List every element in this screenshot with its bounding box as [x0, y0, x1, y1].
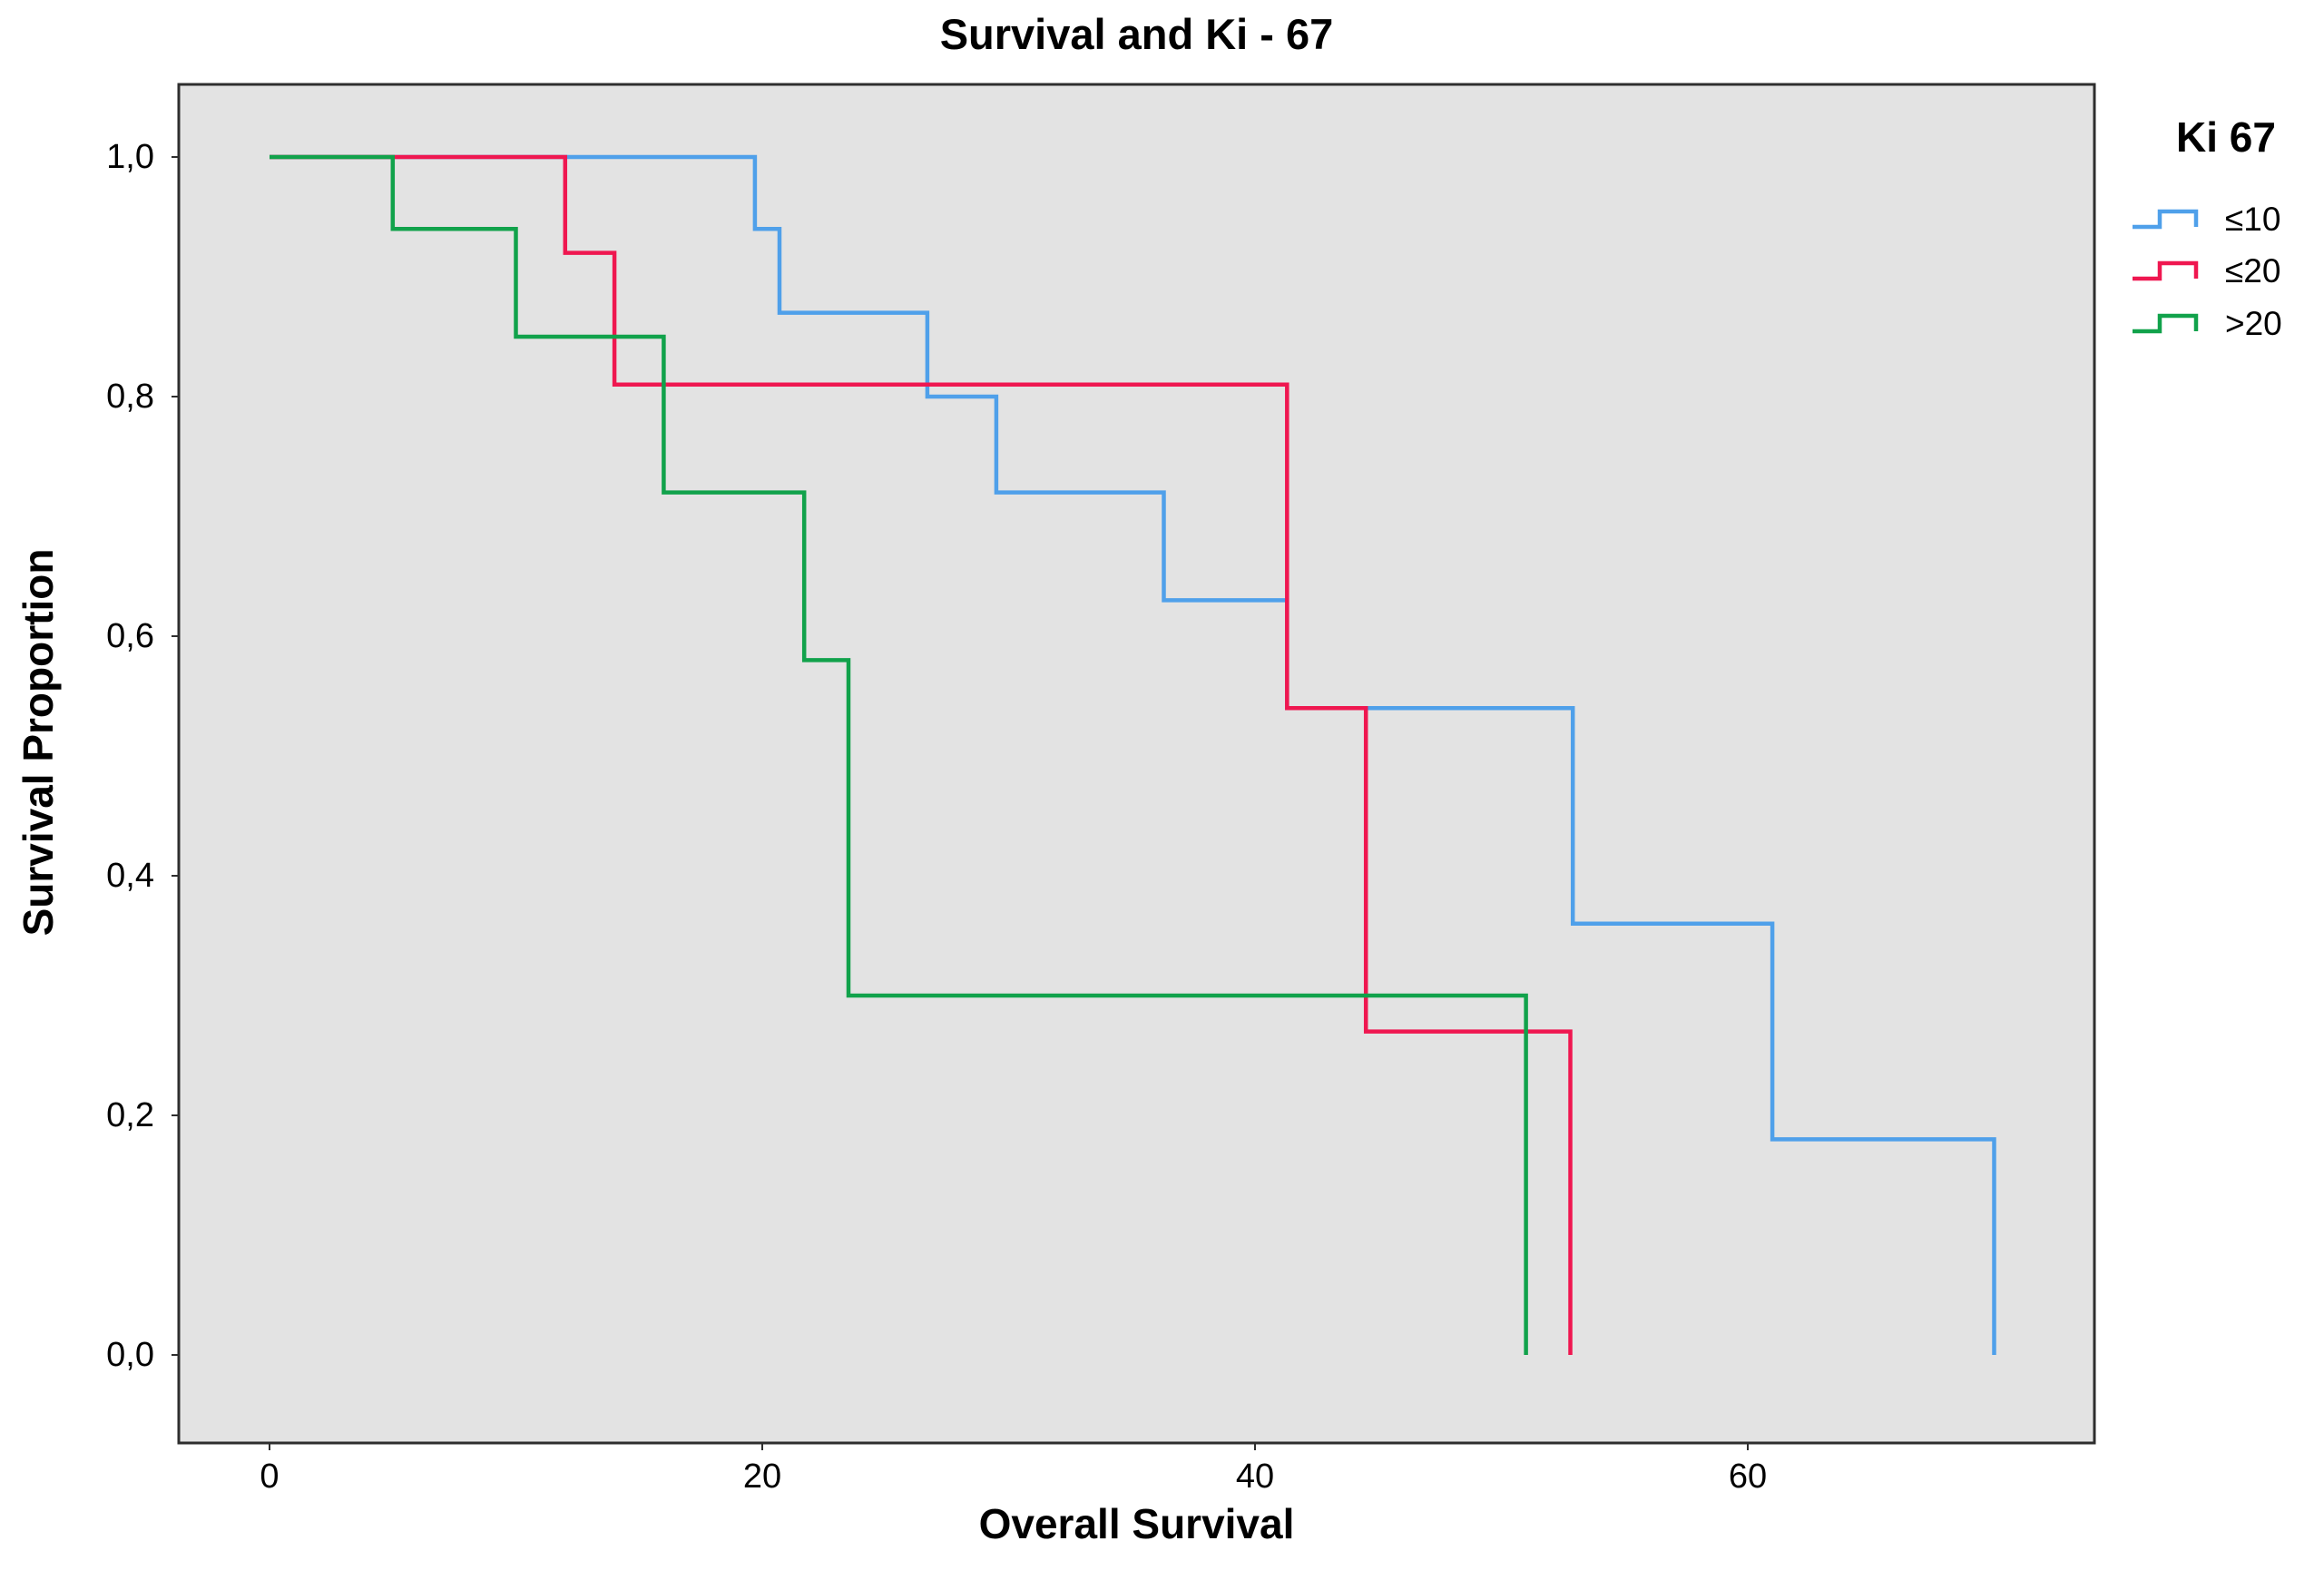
plot-area [179, 84, 2094, 1443]
survival-curve-le10 [270, 154, 1996, 1355]
survival-curve-le20 [270, 154, 1573, 1355]
x-tick-label-40: 40 [1235, 1458, 1275, 1496]
chart-title: Survival and Ki - 67 [939, 10, 1334, 58]
y-tick-label-0,4: 0,4 [106, 857, 154, 895]
survival-curve-gt20 [270, 154, 1528, 1355]
legend-title: Ki 67 [2176, 113, 2276, 161]
legend-step-line-icon [2133, 260, 2199, 281]
legend-item-le20: ≤20 [2129, 252, 2281, 290]
y-tick-label-0,0: 0,0 [106, 1336, 154, 1374]
legend-item-le10: ≤10 [2129, 201, 2281, 238]
legend-item-label: ≤10 [2225, 201, 2281, 238]
legend-step-line-icon [2133, 313, 2199, 334]
legend-item-gt20: >20 [2129, 305, 2282, 342]
y-tick-label-0,6: 0,6 [106, 617, 154, 655]
y-tick-label-0,8: 0,8 [106, 378, 154, 416]
legend-item-label: >20 [2225, 305, 2282, 342]
survival-curves [270, 154, 1996, 1355]
legend-step-line-icon [2133, 209, 2199, 230]
x-tick-label-0: 0 [260, 1458, 279, 1496]
x-tick-label-60: 60 [1728, 1458, 1768, 1496]
x-axis-title: Overall Survival [978, 1500, 1295, 1547]
x-tick-label-20: 20 [742, 1458, 782, 1496]
legend-item-label: ≤20 [2225, 252, 2281, 290]
plot-border [177, 83, 2096, 1445]
y-tick-label-0,2: 0,2 [106, 1096, 154, 1134]
y-tick-label-1,0: 1,0 [106, 138, 154, 176]
